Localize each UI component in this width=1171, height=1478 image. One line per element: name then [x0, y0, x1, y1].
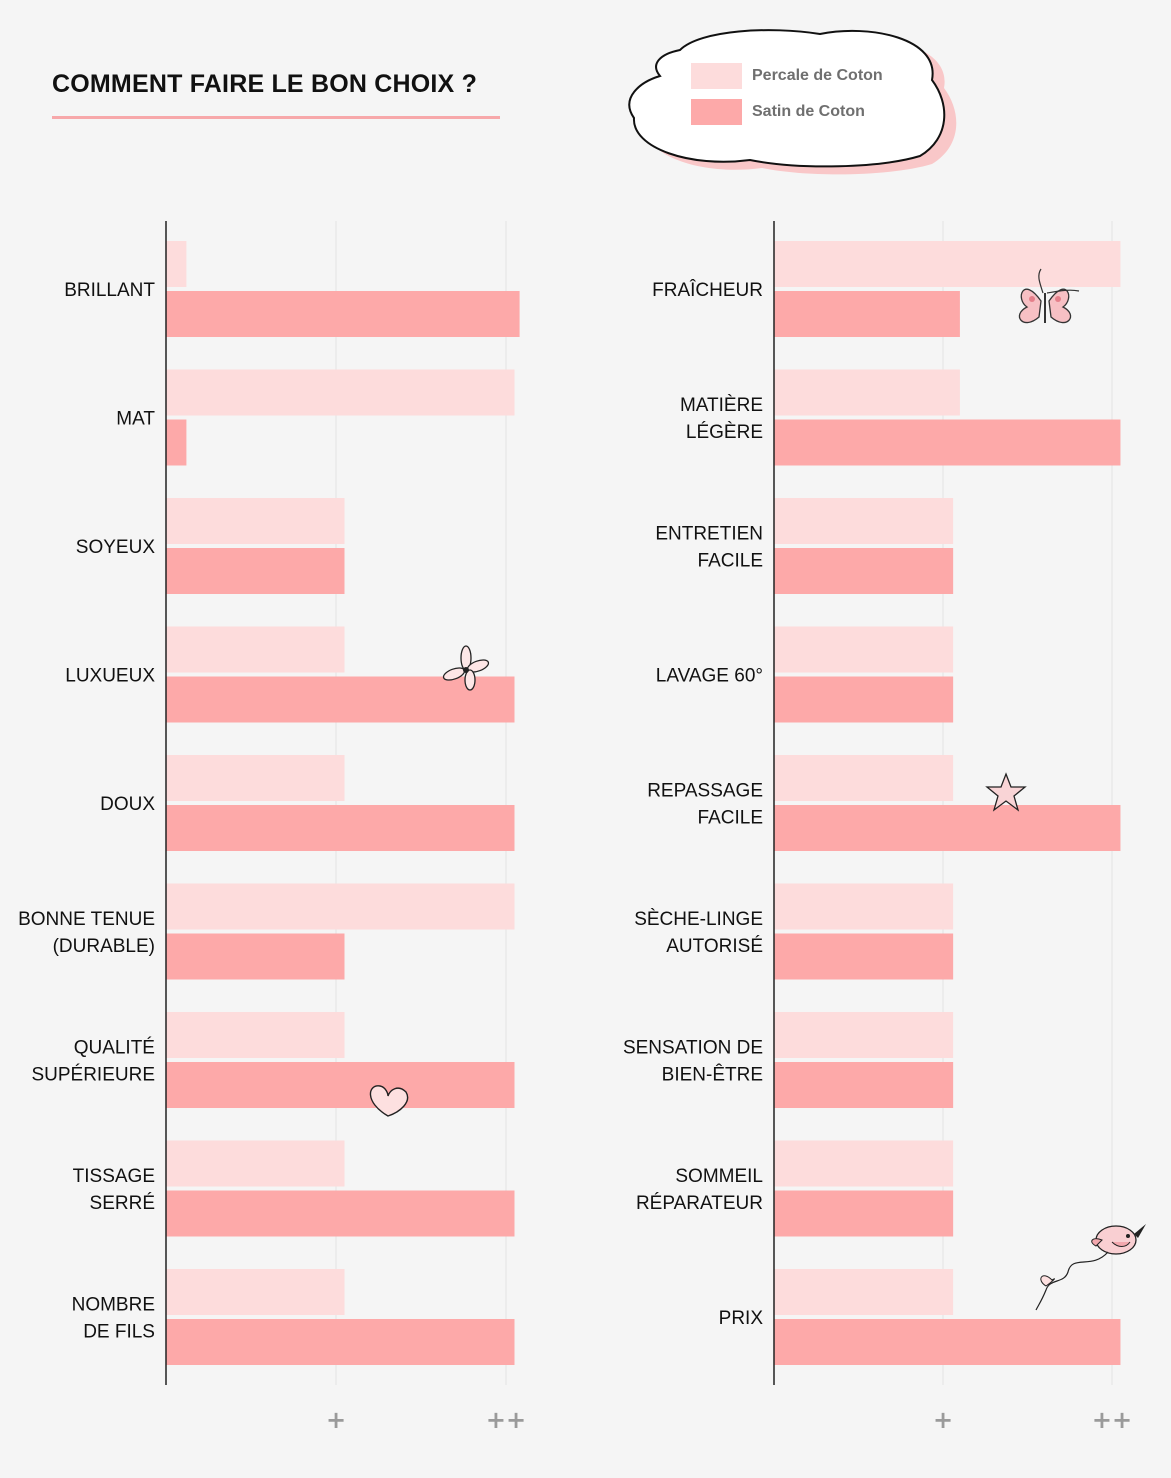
category-label: FRAÎCHEUR [652, 279, 763, 301]
bar-percale [774, 1012, 954, 1058]
category-label: LÉGÈRE [686, 422, 763, 443]
bar-satin [166, 805, 515, 851]
category-label: BONNE TENUE [18, 909, 155, 930]
category-label: FACILE [698, 808, 763, 829]
bar-percale [166, 755, 345, 801]
page-title: COMMENT FAIRE LE BON CHOIX ? [52, 70, 478, 98]
bar-satin [166, 1062, 515, 1108]
bar-percale [166, 883, 515, 930]
category-label: PRIX [719, 1308, 764, 1329]
category-label: LUXUEUX [65, 666, 155, 687]
category-label: DE FILS [83, 1322, 155, 1343]
chart-panel-right: + ++FRAÎCHEURMATIÈRELÉGÈREENTRETIENFACILE… [623, 221, 1132, 1434]
title-underline [52, 116, 500, 119]
butterfly-doodle-icon [1018, 268, 1080, 324]
bar-percale [166, 369, 515, 416]
bar-percale [774, 1140, 954, 1187]
flower-doodle-icon [442, 645, 490, 691]
category-label: SÈCHE-LINGE [634, 909, 763, 930]
tick-label: + [326, 1406, 346, 1434]
bar-satin [166, 548, 345, 594]
category-label: DOUX [100, 794, 155, 815]
bar-satin [166, 933, 345, 980]
bar-percale [166, 1269, 345, 1315]
category-label: ENTRETIEN [655, 524, 763, 545]
bar-percale [774, 626, 954, 673]
category-label: FACILE [698, 551, 763, 572]
legend-label-satin: Satin de Coton [752, 103, 865, 120]
category-label: SOYEUX [76, 537, 156, 558]
category-label: SERRÉ [90, 1193, 155, 1214]
legend-swatch-satin [691, 99, 742, 125]
category-label: (DURABLE) [53, 936, 155, 957]
bar-satin [166, 1190, 515, 1237]
category-label: SUPÉRIEURE [31, 1065, 155, 1086]
bar-satin [774, 291, 960, 337]
bar-percale [166, 1140, 345, 1187]
category-label: REPASSAGE [647, 781, 763, 802]
bar-satin [166, 676, 515, 723]
bar-satin [166, 291, 520, 337]
category-label: SOMMEIL [675, 1166, 763, 1187]
category-label: BRILLANT [64, 280, 155, 301]
bar-percale [774, 755, 954, 801]
bar-percale [774, 241, 1121, 287]
bar-satin [774, 805, 1121, 851]
bar-satin [774, 676, 954, 723]
category-label: TISSAGE [73, 1166, 155, 1187]
legend-item-percale: Percale de Coton [691, 63, 883, 89]
bar-percale [166, 241, 187, 287]
bar-satin [774, 933, 954, 980]
star-doodle-icon [985, 772, 1027, 812]
legend-item-satin: Satin de Coton [691, 99, 865, 125]
bar-satin [774, 1319, 1121, 1365]
category-label: RÉPARATEUR [636, 1193, 763, 1214]
bar-satin [774, 1062, 954, 1108]
category-label: NOMBRE [72, 1295, 155, 1316]
legend-swatch-percale [691, 63, 742, 89]
heart-doodle-icon [369, 1085, 409, 1117]
bar-percale [774, 369, 960, 416]
bird-doodle-icon [1035, 1224, 1146, 1311]
bar-satin [774, 419, 1121, 466]
category-label: MAT [116, 409, 155, 430]
bar-percale [774, 883, 954, 930]
category-label: MATIÈRE [680, 395, 763, 416]
bar-percale [774, 498, 954, 544]
bar-satin [774, 1190, 954, 1237]
category-label: LAVAGE 60° [656, 666, 763, 687]
category-label: AUTORISÉ [666, 936, 763, 957]
bar-percale [166, 626, 345, 673]
tick-label: ++ [1092, 1406, 1132, 1434]
bar-percale [166, 1012, 345, 1058]
tick-label: ++ [486, 1406, 526, 1434]
bar-percale [166, 498, 345, 544]
category-label: SENSATION DE [623, 1038, 763, 1059]
tick-label: + [933, 1406, 953, 1434]
bar-satin [166, 419, 187, 466]
bar-percale [774, 1269, 954, 1315]
category-label: BIEN-ÊTRE [662, 1064, 763, 1086]
bar-satin [166, 1319, 515, 1365]
bar-satin [774, 548, 954, 594]
legend-label-percale: Percale de Coton [752, 67, 883, 84]
category-label: QUALITÉ [74, 1038, 155, 1059]
